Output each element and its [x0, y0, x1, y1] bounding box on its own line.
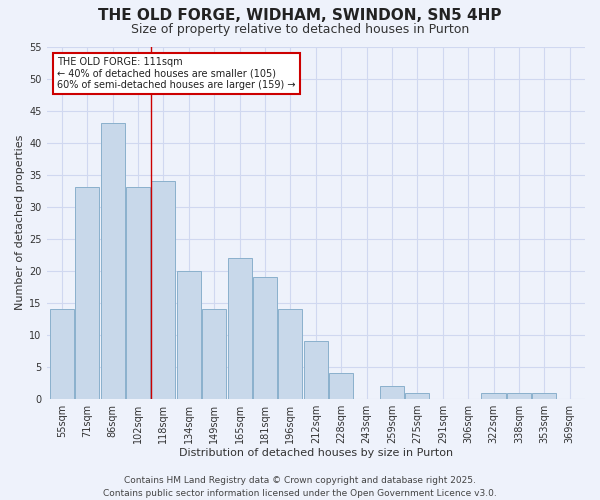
Bar — [253, 277, 277, 399]
Text: THE OLD FORGE: 111sqm
← 40% of detached houses are smaller (105)
60% of semi-det: THE OLD FORGE: 111sqm ← 40% of detached … — [57, 57, 296, 90]
Bar — [101, 124, 125, 399]
Bar — [126, 188, 150, 399]
Bar — [227, 258, 251, 399]
Bar — [50, 310, 74, 399]
Text: THE OLD FORGE, WIDHAM, SWINDON, SN5 4HP: THE OLD FORGE, WIDHAM, SWINDON, SN5 4HP — [98, 8, 502, 22]
Text: Size of property relative to detached houses in Purton: Size of property relative to detached ho… — [131, 22, 469, 36]
Bar — [278, 310, 302, 399]
Bar — [75, 188, 99, 399]
Bar — [380, 386, 404, 399]
X-axis label: Distribution of detached houses by size in Purton: Distribution of detached houses by size … — [179, 448, 453, 458]
Bar — [177, 271, 201, 399]
Bar — [329, 374, 353, 399]
Bar — [202, 310, 226, 399]
Bar — [481, 392, 506, 399]
Bar — [151, 181, 175, 399]
Bar — [304, 342, 328, 399]
Bar — [507, 392, 531, 399]
Text: Contains HM Land Registry data © Crown copyright and database right 2025.
Contai: Contains HM Land Registry data © Crown c… — [103, 476, 497, 498]
Bar — [532, 392, 556, 399]
Y-axis label: Number of detached properties: Number of detached properties — [15, 135, 25, 310]
Bar — [405, 392, 430, 399]
